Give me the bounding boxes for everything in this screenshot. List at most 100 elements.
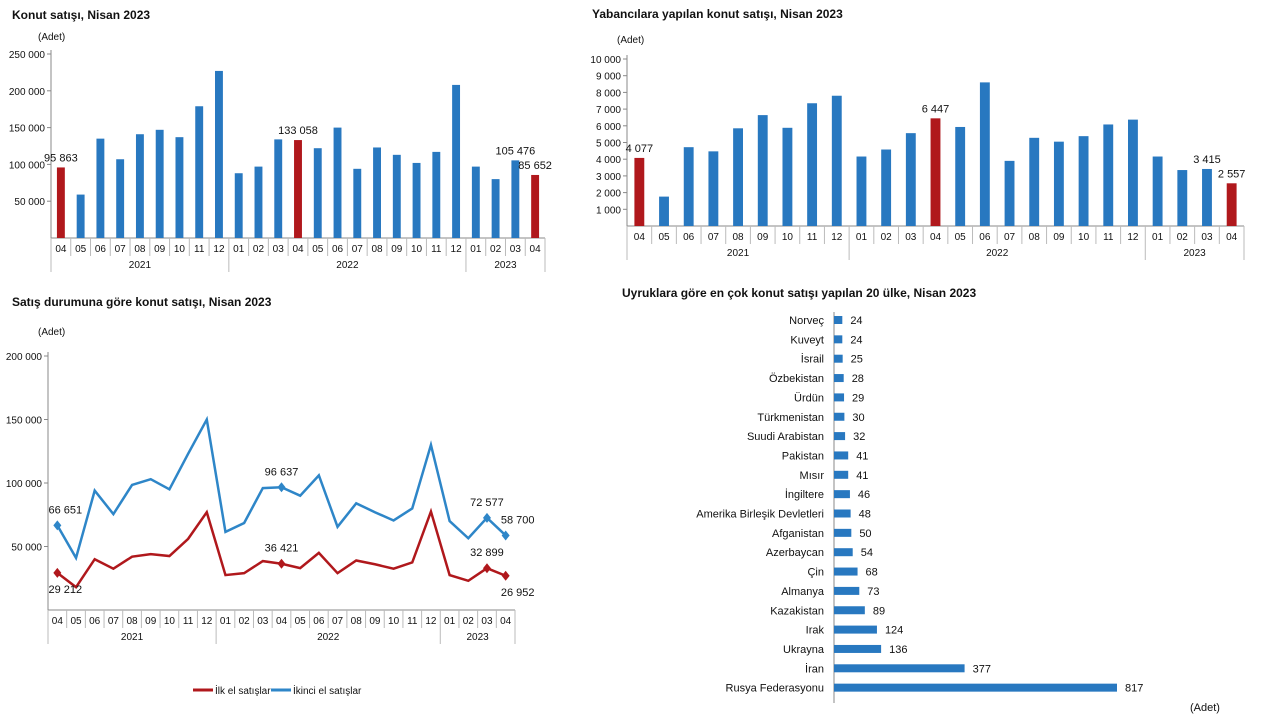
y-tick-label: 2 000: [596, 189, 621, 200]
bar: [834, 432, 846, 441]
x-tick-label: 07: [708, 232, 720, 243]
data-marker: [53, 520, 62, 531]
year-label: 2023: [494, 260, 517, 271]
year-label: 2021: [129, 260, 152, 271]
x-tick-label: 05: [70, 616, 82, 627]
bar: [834, 470, 849, 479]
x-tick-label: 03: [905, 232, 917, 243]
year-label: 2021: [121, 632, 144, 643]
x-tick-label: 09: [391, 244, 403, 255]
x-tick-label: 02: [463, 616, 475, 627]
data-label: 29 212: [49, 584, 83, 596]
y-tick-label: 50 000: [14, 197, 45, 208]
bar: [432, 151, 441, 238]
x-tick-label: 11: [807, 232, 818, 243]
data-label: 24: [850, 315, 862, 327]
x-tick-label: 04: [530, 244, 542, 255]
x-tick-label: 06: [89, 616, 101, 627]
data-label: 32 899: [470, 547, 504, 559]
x-tick-label: 07: [1004, 232, 1016, 243]
year-label: 2021: [727, 248, 750, 259]
x-tick-label: 05: [312, 244, 324, 255]
data-label: 26 952: [501, 587, 535, 599]
bar: [834, 567, 858, 576]
chart-title: Satış durumuna göre konut satışı, Nisan …: [12, 295, 272, 309]
bar: [1078, 136, 1089, 226]
data-label: 29: [852, 392, 864, 404]
category-label: Kuveyt: [790, 334, 824, 346]
y-tick-label: 6 000: [596, 122, 621, 133]
category-label: Pakistan: [782, 450, 824, 462]
x-tick-label: 12: [831, 232, 843, 243]
x-tick-label: 03: [273, 244, 285, 255]
y-tick-label: 9 000: [596, 72, 621, 83]
bar: [155, 129, 164, 238]
data-marker: [482, 563, 491, 574]
bar: [979, 82, 990, 226]
bar: [1177, 170, 1188, 226]
chart-title: Uyruklara göre en çok konut satışı yapıl…: [622, 286, 976, 300]
bar: [856, 156, 867, 226]
bar: [254, 166, 263, 238]
x-tick-label: 09: [154, 244, 166, 255]
legend-label: İlk el satışlar: [215, 684, 271, 697]
bar: [834, 490, 850, 499]
data-label: 4 077: [626, 143, 654, 155]
year-label: 2023: [467, 632, 490, 643]
x-tick-label: 03: [1201, 232, 1213, 243]
data-label: 3 415: [1193, 154, 1221, 166]
bar: [834, 316, 843, 324]
data-label: 6 447: [922, 103, 950, 115]
bar: [234, 173, 243, 238]
y-tick-label: 150 000: [6, 416, 43, 427]
data-label: 24: [850, 334, 862, 346]
data-label: 72 577: [470, 497, 504, 509]
bar: [1103, 124, 1114, 226]
x-tick-label: 04: [1226, 232, 1238, 243]
x-tick-label: 03: [257, 616, 269, 627]
bar: [353, 168, 362, 238]
chart-konut-satisi: Konut satışı, Nisan 2023 (Adet) 50 000 100 …: [9, 8, 552, 272]
bar: [807, 103, 818, 226]
bar: [834, 664, 965, 673]
x-tick-label: 05: [295, 616, 307, 627]
data-marker: [277, 558, 286, 569]
bar: [274, 139, 283, 238]
chart-satis-durumu: Satış durumuna göre konut satışı, Nisan …: [6, 295, 535, 697]
x-tick-label: 03: [510, 244, 522, 255]
x-tick-label: 04: [292, 244, 304, 255]
x-tick-label: 09: [1053, 232, 1065, 243]
x-tick-label: 02: [490, 244, 502, 255]
x-tick-label: 09: [757, 232, 769, 243]
x-tick-label: 07: [352, 244, 364, 255]
y-tick-label: 150 000: [9, 124, 46, 135]
bar: [683, 147, 694, 226]
x-tick-label: 12: [1127, 232, 1139, 243]
data-label: 41: [856, 470, 868, 482]
bar: [1053, 141, 1064, 226]
chart-uyruklara-gore: Uyruklara göre en çok konut satışı yapıl…: [622, 286, 1220, 714]
bar: [834, 412, 845, 421]
x-tick-label: 02: [239, 616, 251, 627]
bar: [373, 147, 381, 238]
data-label: 46: [858, 489, 870, 501]
x-tick-label: 06: [332, 244, 344, 255]
bar: [733, 128, 743, 226]
x-tick-label: 11: [1103, 232, 1114, 243]
data-label: 58 700: [501, 514, 535, 526]
x-tick-label: 01: [444, 616, 456, 627]
x-tick-label: 02: [881, 232, 893, 243]
bar: [1029, 137, 1040, 226]
x-tick-label: 07: [115, 244, 127, 255]
x-tick-label: 12: [425, 616, 437, 627]
x-tick-label: 08: [134, 244, 146, 255]
x-tick-label: 06: [979, 232, 991, 243]
bar: [56, 167, 65, 238]
y-tick-label: 200 000: [6, 352, 43, 363]
bar: [834, 606, 865, 615]
year-label: 2022: [986, 248, 1009, 259]
bar: [834, 509, 851, 518]
x-tick-label: 05: [75, 244, 87, 255]
data-label: 36 421: [265, 543, 299, 555]
bar: [313, 148, 322, 238]
